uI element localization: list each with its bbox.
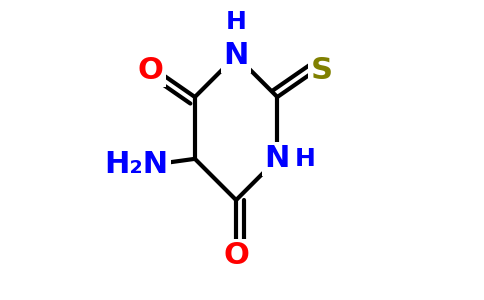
Text: S: S [311, 56, 333, 85]
Text: O: O [138, 56, 164, 85]
Text: O: O [223, 242, 249, 271]
Text: N: N [224, 41, 249, 70]
Text: N: N [265, 144, 290, 173]
Text: H: H [295, 147, 316, 171]
Text: H: H [226, 10, 246, 34]
Text: H₂N: H₂N [104, 150, 168, 179]
